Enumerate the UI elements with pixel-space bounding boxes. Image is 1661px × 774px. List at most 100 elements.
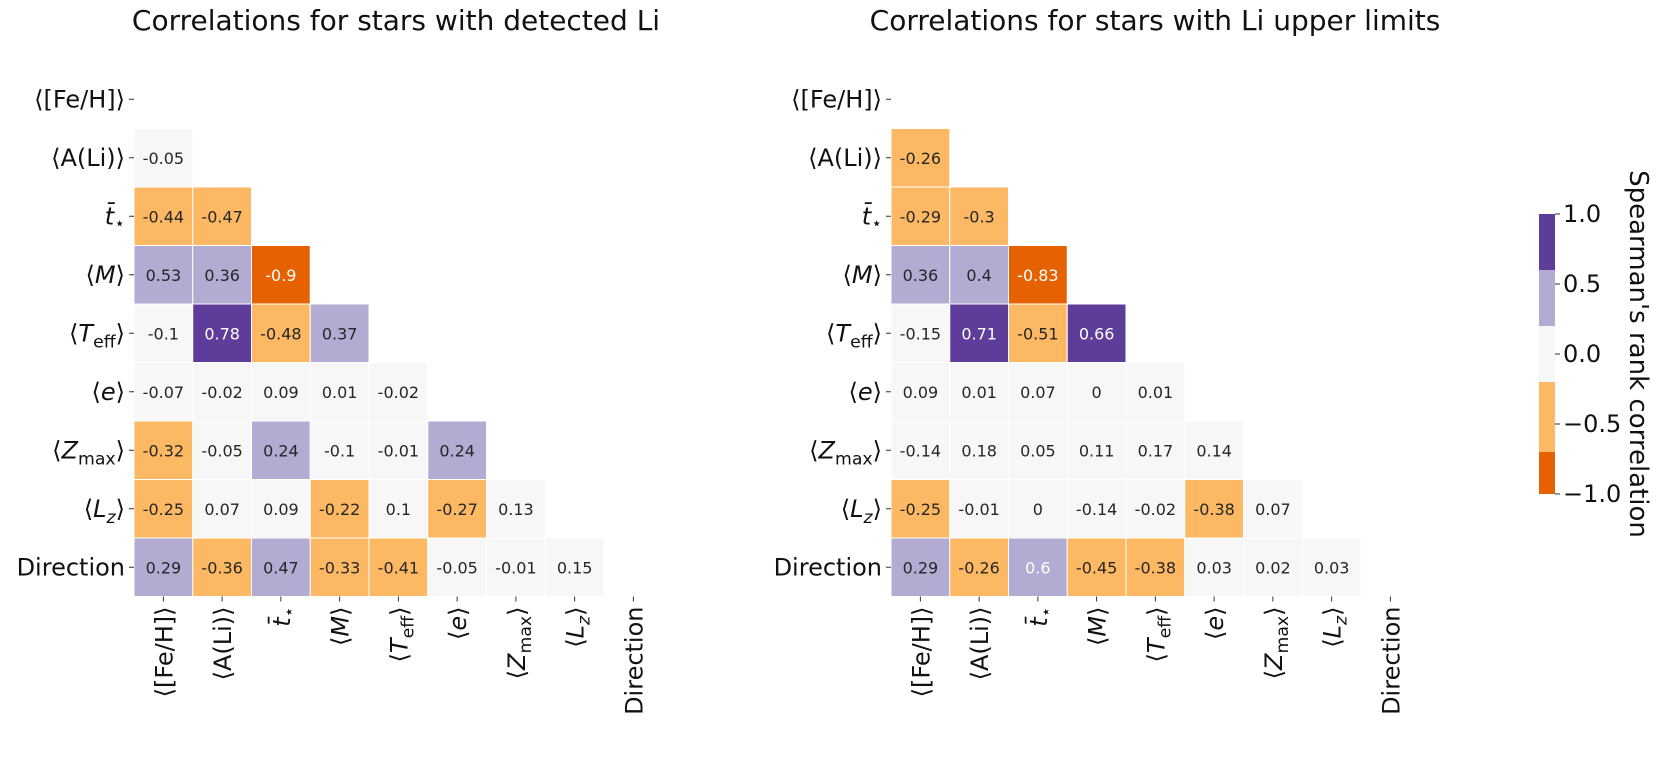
heatmap-cell bbox=[949, 186, 1009, 246]
x-tick-label-zmax: ⟨Zmax⟩ bbox=[1260, 607, 1293, 680]
cell-value-label: -0.26 bbox=[958, 558, 999, 577]
cell-value-label: -0.33 bbox=[319, 558, 360, 577]
colorbar-tick-label: −1.0 bbox=[1563, 480, 1621, 508]
cell-value-label: 0.15 bbox=[557, 558, 593, 577]
heatmap-cell bbox=[1184, 420, 1244, 480]
cell-value-label: -0.32 bbox=[143, 441, 184, 460]
cell-value-label: 0.24 bbox=[439, 441, 475, 460]
colorbar-label: Spearman's rank correlation bbox=[1623, 170, 1653, 538]
cell-value-label: -0.01 bbox=[378, 441, 419, 460]
cell-value-label: 0.03 bbox=[1196, 558, 1232, 577]
heatmap-cell bbox=[1066, 537, 1127, 597]
y-tick-label-ali: ⟨A(Li)⟩ bbox=[51, 144, 125, 172]
heatmap-cell bbox=[251, 245, 311, 305]
heatmap-cell bbox=[1301, 537, 1362, 597]
x-tick-label-feh: ⟨[Fe/H]⟩ bbox=[907, 607, 935, 698]
cell-value-label: 0.01 bbox=[322, 383, 358, 402]
y-tick-label-mass: ⟨M⟩ bbox=[843, 261, 882, 289]
colorbar-segment bbox=[1539, 382, 1555, 452]
y-tick-label-lz: ⟨Lz⟩ bbox=[84, 495, 125, 528]
y-tick-label-ecc: ⟨e⟩ bbox=[848, 378, 882, 406]
x-tick-label-ali: ⟨A(Li)⟩ bbox=[209, 607, 237, 681]
colorbar-tick-label: 1.0 bbox=[1563, 200, 1601, 228]
cell-value-label: 0.01 bbox=[961, 383, 997, 402]
panel-title: Correlations for stars with Li upper lim… bbox=[870, 4, 1441, 37]
y-tick-label-mass: ⟨M⟩ bbox=[86, 261, 125, 289]
panel-title: Correlations for stars with detected Li bbox=[132, 4, 660, 37]
heatmap-cell bbox=[890, 186, 951, 246]
colorbar-segment bbox=[1539, 452, 1555, 494]
x-tick-label-direction: Direction bbox=[1377, 607, 1405, 715]
cell-value-label: -0.36 bbox=[201, 558, 242, 577]
heatmap-cell bbox=[949, 303, 1009, 363]
heatmap-cell bbox=[544, 537, 605, 597]
heatmap-cell bbox=[309, 303, 370, 363]
cell-value-label: -0.07 bbox=[143, 383, 184, 402]
heatmap-cell bbox=[427, 420, 487, 480]
heatmap-cell bbox=[1066, 303, 1127, 363]
heatmap-cell bbox=[251, 537, 311, 597]
x-tick-label-ecc: ⟨e⟩ bbox=[1201, 607, 1229, 641]
cell-value-label: -0.29 bbox=[900, 207, 941, 226]
cell-value-label: -0.44 bbox=[143, 207, 184, 226]
cell-value-label: 0.36 bbox=[204, 266, 240, 285]
cell-value-label: 0.66 bbox=[1079, 324, 1115, 343]
cell-value-label: 0 bbox=[1033, 500, 1043, 519]
cell-value-label: -0.1 bbox=[148, 324, 179, 343]
cell-value-label: 0.09 bbox=[263, 383, 299, 402]
cell-value-label: -0.9 bbox=[265, 266, 296, 285]
cell-value-label: -0.01 bbox=[495, 558, 536, 577]
heatmap-cell bbox=[1066, 362, 1127, 422]
y-tick-label-zmax: ⟨Zmax⟩ bbox=[809, 436, 882, 469]
x-tick-label-teff: ⟨Teff⟩ bbox=[385, 607, 418, 663]
cell-value-label: -0.1 bbox=[324, 441, 355, 460]
heatmap-cell bbox=[1008, 245, 1068, 305]
colorbar: 1.0 0.5 0.0 −0.5 −1.0 Spearman's rank correla… bbox=[1539, 170, 1653, 538]
cell-value-label: 0.13 bbox=[498, 500, 534, 519]
cell-value-label: 0.11 bbox=[1079, 441, 1115, 460]
colorbar-tick-label: −0.5 bbox=[1563, 410, 1621, 438]
heatmap-cell bbox=[133, 479, 194, 539]
y-tick-label-teff: ⟨Teff⟩ bbox=[826, 319, 882, 352]
heatmap-cell bbox=[192, 479, 252, 539]
cell-value-label: 0.03 bbox=[1314, 558, 1350, 577]
cell-value-label: -0.41 bbox=[378, 558, 419, 577]
cell-value-label: -0.01 bbox=[958, 500, 999, 519]
x-tick-label-lz: ⟨Lz⟩ bbox=[1319, 607, 1352, 648]
heatmap-cell bbox=[192, 303, 252, 363]
cell-value-label: -0.25 bbox=[143, 500, 184, 519]
cell-value-label: 0.24 bbox=[263, 441, 299, 460]
x-tick-label-ali: ⟨A(Li)⟩ bbox=[966, 607, 994, 681]
cell-value-label: -0.3 bbox=[964, 207, 995, 226]
cell-value-label: 0.53 bbox=[146, 266, 182, 285]
cell-value-label: -0.83 bbox=[1017, 266, 1058, 285]
x-tick-label-feh: ⟨[Fe/H]⟩ bbox=[150, 607, 178, 698]
y-tick-label-tstar: t̄⋆ bbox=[105, 201, 125, 234]
x-tick-label-ecc: ⟨e⟩ bbox=[444, 607, 472, 641]
cell-value-label: 0.07 bbox=[1020, 383, 1056, 402]
y-tick-label-lz: ⟨Lz⟩ bbox=[841, 495, 882, 528]
heatmap-cell bbox=[1243, 479, 1303, 539]
cell-value-label: -0.02 bbox=[201, 383, 242, 402]
cell-value-label: -0.14 bbox=[900, 441, 941, 460]
cell-value-label: -0.47 bbox=[201, 207, 242, 226]
heatmap-cell bbox=[1125, 479, 1186, 539]
cell-value-label: -0.22 bbox=[319, 500, 360, 519]
cell-value-label: 0.02 bbox=[1255, 558, 1291, 577]
heatmap-cell bbox=[368, 420, 429, 480]
y-tick-label-ecc: ⟨e⟩ bbox=[91, 378, 125, 406]
y-tick-label-teff: ⟨Teff⟩ bbox=[69, 319, 125, 352]
heatmap-cell bbox=[133, 128, 194, 188]
cell-value-label: 0.71 bbox=[961, 324, 997, 343]
y-tick-label-direction: Direction bbox=[774, 553, 882, 581]
cell-value-label: 0.09 bbox=[263, 500, 299, 519]
cell-value-label: 0 bbox=[1092, 383, 1102, 402]
heatmap-panel-1: Correlations for stars with detected Li -… bbox=[17, 4, 661, 715]
colorbar-segment bbox=[1539, 270, 1555, 326]
heatmap-cell bbox=[1008, 362, 1068, 422]
x-tick-label-teff: ⟨Teff⟩ bbox=[1142, 607, 1175, 663]
heatmap-cell bbox=[1008, 479, 1068, 539]
heatmap-cell bbox=[1125, 362, 1186, 422]
cell-value-label: -0.05 bbox=[143, 149, 184, 168]
